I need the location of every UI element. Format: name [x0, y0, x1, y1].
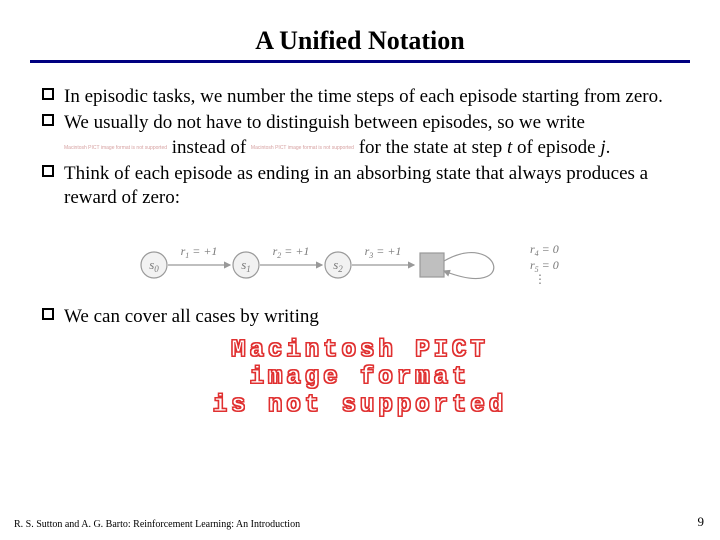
pict-inline-error: Macintosh PICT image format is not suppo…	[251, 146, 354, 151]
title-underline	[30, 60, 690, 63]
pict-inline-error: Macintosh PICT image format is not suppo…	[64, 146, 167, 151]
bullet-item: We can cover all cases by writing	[42, 305, 684, 329]
diagram-svg: s0 r1 = +1 s1 r2 = +1 s2 r3 = +1 r4 = 0 …	[130, 231, 590, 291]
bullet-text: Think of each episode as ending in an ab…	[64, 163, 648, 208]
bullet-text: for the state at step	[354, 137, 507, 158]
bullet-list: We can cover all cases by writing	[30, 305, 690, 329]
state-diagram: s0 r1 = +1 s1 r2 = +1 s2 r3 = +1 r4 = 0 …	[30, 231, 690, 291]
bullet-text: In episodic tasks, we number the time st…	[64, 86, 663, 107]
bullet-item: We usually do not have to distinguish be…	[42, 111, 684, 160]
bullet-item: Think of each episode as ending in an ab…	[42, 162, 684, 211]
self-loop-arrow	[444, 252, 494, 278]
pict-error-block: Macintosh PICT image format is not suppo…	[30, 337, 690, 420]
ellipsis: ⋮	[534, 272, 546, 286]
bullet-item: In episodic tasks, we number the time st…	[42, 85, 684, 109]
reward-label: r3 = +1	[365, 244, 402, 260]
pict-error-line: is not supported	[30, 392, 690, 420]
bullet-text: We usually do not have to distinguish be…	[64, 112, 585, 133]
slide: A Unified Notation In episodic tasks, we…	[0, 0, 720, 540]
bullet-text: instead of	[167, 137, 251, 158]
bullet-text: .	[606, 137, 611, 158]
loop-reward-label: r4 = 0	[530, 242, 559, 258]
slide-title: A Unified Notation	[30, 26, 690, 56]
bullet-text: We can cover all cases by writing	[64, 306, 319, 327]
reward-label: r1 = +1	[181, 244, 218, 260]
bullet-marker-icon	[42, 308, 54, 320]
pict-error-line: image format	[30, 364, 690, 392]
absorbing-state	[420, 253, 444, 277]
bullet-text: of episode	[512, 137, 600, 158]
bullet-list: In episodic tasks, we number the time st…	[30, 85, 690, 211]
bullet-marker-icon	[42, 88, 54, 100]
footer-citation: R. S. Sutton and A. G. Barto: Reinforcem…	[14, 519, 300, 530]
pict-error-line: Macintosh PICT	[30, 337, 690, 365]
reward-label: r2 = +1	[273, 244, 310, 260]
page-number: 9	[698, 514, 705, 530]
bullet-marker-icon	[42, 165, 54, 177]
bullet-marker-icon	[42, 114, 54, 126]
